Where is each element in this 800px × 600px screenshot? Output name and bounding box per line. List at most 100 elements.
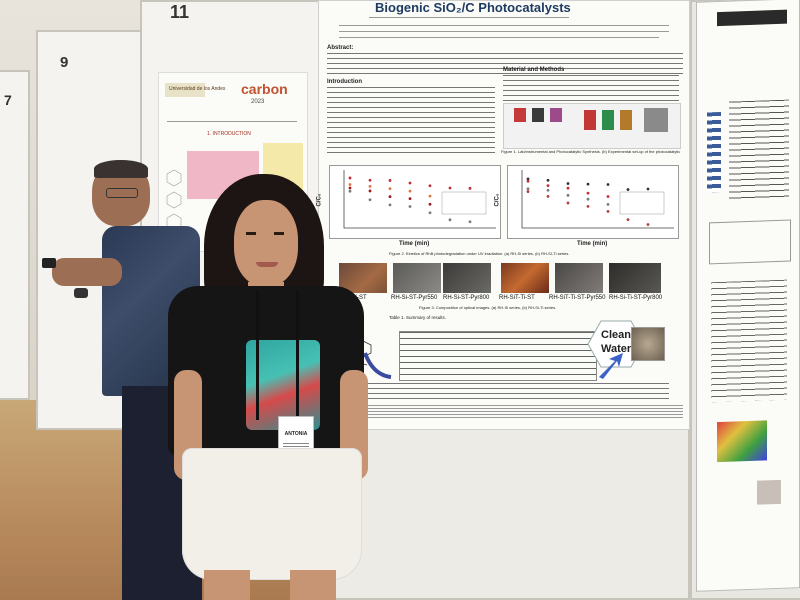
- text-block: [729, 99, 789, 202]
- plot-point: [646, 187, 650, 191]
- booth-number: 11: [170, 2, 190, 22]
- eye: [274, 232, 284, 235]
- plot-point: [408, 197, 412, 201]
- booth-number: 7: [4, 92, 12, 108]
- glasses: [106, 188, 138, 198]
- sample-label: RH-SiT-Ti-ST-Pyr550: [549, 295, 606, 301]
- booth-panel-far-left: 7: [0, 70, 30, 400]
- setup-figure: [503, 103, 681, 149]
- authors-line: [369, 17, 569, 18]
- event-logo: carbon: [241, 81, 288, 97]
- blue-arrow-icon: [595, 351, 625, 381]
- intro-heading: Introduction: [327, 79, 362, 85]
- text-block: [711, 279, 787, 403]
- plot-point: [408, 205, 412, 208]
- plot-point: [388, 179, 392, 182]
- sample-label: RH-Si-ST-Pyr800: [443, 295, 490, 301]
- kinetics-plot-b-svg: [521, 170, 674, 229]
- kinetics-plot-a-svg: [343, 170, 496, 229]
- plot-point: [428, 211, 432, 215]
- micrograph: [443, 263, 491, 293]
- plot-point: [586, 197, 590, 201]
- plot-point: [408, 181, 412, 185]
- plot-point: [348, 176, 352, 180]
- woman-leg: [290, 570, 336, 600]
- kinetics-plot-b: [507, 165, 679, 239]
- plot-point: [468, 186, 472, 190]
- section-heading: 1. INTRODUCTION: [207, 131, 251, 137]
- man-arm: [52, 258, 122, 286]
- reactor-photo: [644, 108, 668, 132]
- figure-1-caption: Figure 1. Lab/instrumental and Photocata…: [501, 149, 681, 154]
- plot-point: [468, 220, 472, 224]
- phone: [42, 258, 56, 268]
- event-year: 2023: [251, 99, 265, 105]
- kinetics-plot-a: [329, 165, 501, 239]
- title-bar: [717, 9, 787, 27]
- plot-legend: [619, 191, 665, 215]
- affiliation-line: [339, 31, 669, 32]
- conclusions-text: [349, 383, 669, 401]
- plot-point: [646, 223, 650, 226]
- plot-b-xlabel: Time (min): [577, 241, 608, 247]
- plot-point: [526, 177, 530, 181]
- plot-point: [428, 184, 432, 188]
- photo: [757, 479, 781, 505]
- vial-purple: [550, 108, 562, 122]
- vial-amber: [620, 110, 632, 130]
- plot-point: [348, 186, 352, 190]
- plot-point: [566, 182, 570, 185]
- university-name: Universidad de los Andes: [169, 86, 226, 92]
- university-logo: [165, 83, 205, 97]
- chart-box: [709, 219, 791, 265]
- plot-point: [526, 179, 530, 183]
- clean-water-hexagon: [587, 319, 645, 369]
- plot-point: [388, 195, 392, 199]
- affiliation-line: [339, 37, 659, 38]
- plot-axes: [521, 170, 674, 229]
- lanyard: [256, 290, 259, 420]
- plot-point: [368, 198, 372, 202]
- plot-point: [546, 178, 550, 182]
- woman-leg: [204, 570, 250, 600]
- plot-point: [606, 209, 610, 213]
- poster-right: [696, 0, 800, 592]
- plot-point: [606, 195, 610, 198]
- table-caption: Table 1. Summary of results.: [389, 315, 447, 320]
- references-text: [327, 405, 683, 419]
- abstract-text: [327, 53, 683, 77]
- plot-point: [526, 190, 530, 193]
- plot-point: [388, 187, 392, 191]
- plot-point: [586, 182, 590, 186]
- plot-point: [606, 203, 610, 206]
- affiliation-line: [339, 25, 669, 26]
- clean-water-label: Clean: [601, 329, 631, 341]
- sample-label: RH-Si-Ti-ST-Pyr800: [609, 295, 663, 301]
- abstract-heading: Abstract:: [327, 45, 354, 51]
- plot-point: [428, 194, 432, 198]
- sample-photo: [631, 327, 665, 361]
- plot-point: [388, 203, 392, 207]
- man-hair: [94, 160, 148, 178]
- sample-label: RH-SiT-Ti-ST: [499, 295, 535, 301]
- methods-text: [503, 75, 679, 101]
- plot-point: [546, 184, 550, 188]
- plot-legend: [441, 191, 487, 215]
- plot-point: [368, 184, 372, 188]
- plot-point: [428, 202, 432, 206]
- color-chart: [717, 420, 767, 463]
- vial-dark: [532, 108, 544, 122]
- eye: [246, 232, 256, 235]
- lanyard: [296, 290, 299, 420]
- plot-point: [368, 178, 372, 182]
- plot-point: [626, 188, 630, 191]
- methods-heading: Material and Methods: [503, 67, 565, 73]
- watch: [74, 288, 88, 298]
- smile: [256, 262, 278, 267]
- plot-point: [626, 218, 630, 222]
- micrograph: [555, 263, 603, 293]
- plot-point: [348, 183, 352, 186]
- micrograph: [393, 263, 441, 293]
- plot-b-ylabel: C/C₀: [494, 193, 501, 207]
- woman-standing: ANTONIA POSTER: [160, 170, 380, 600]
